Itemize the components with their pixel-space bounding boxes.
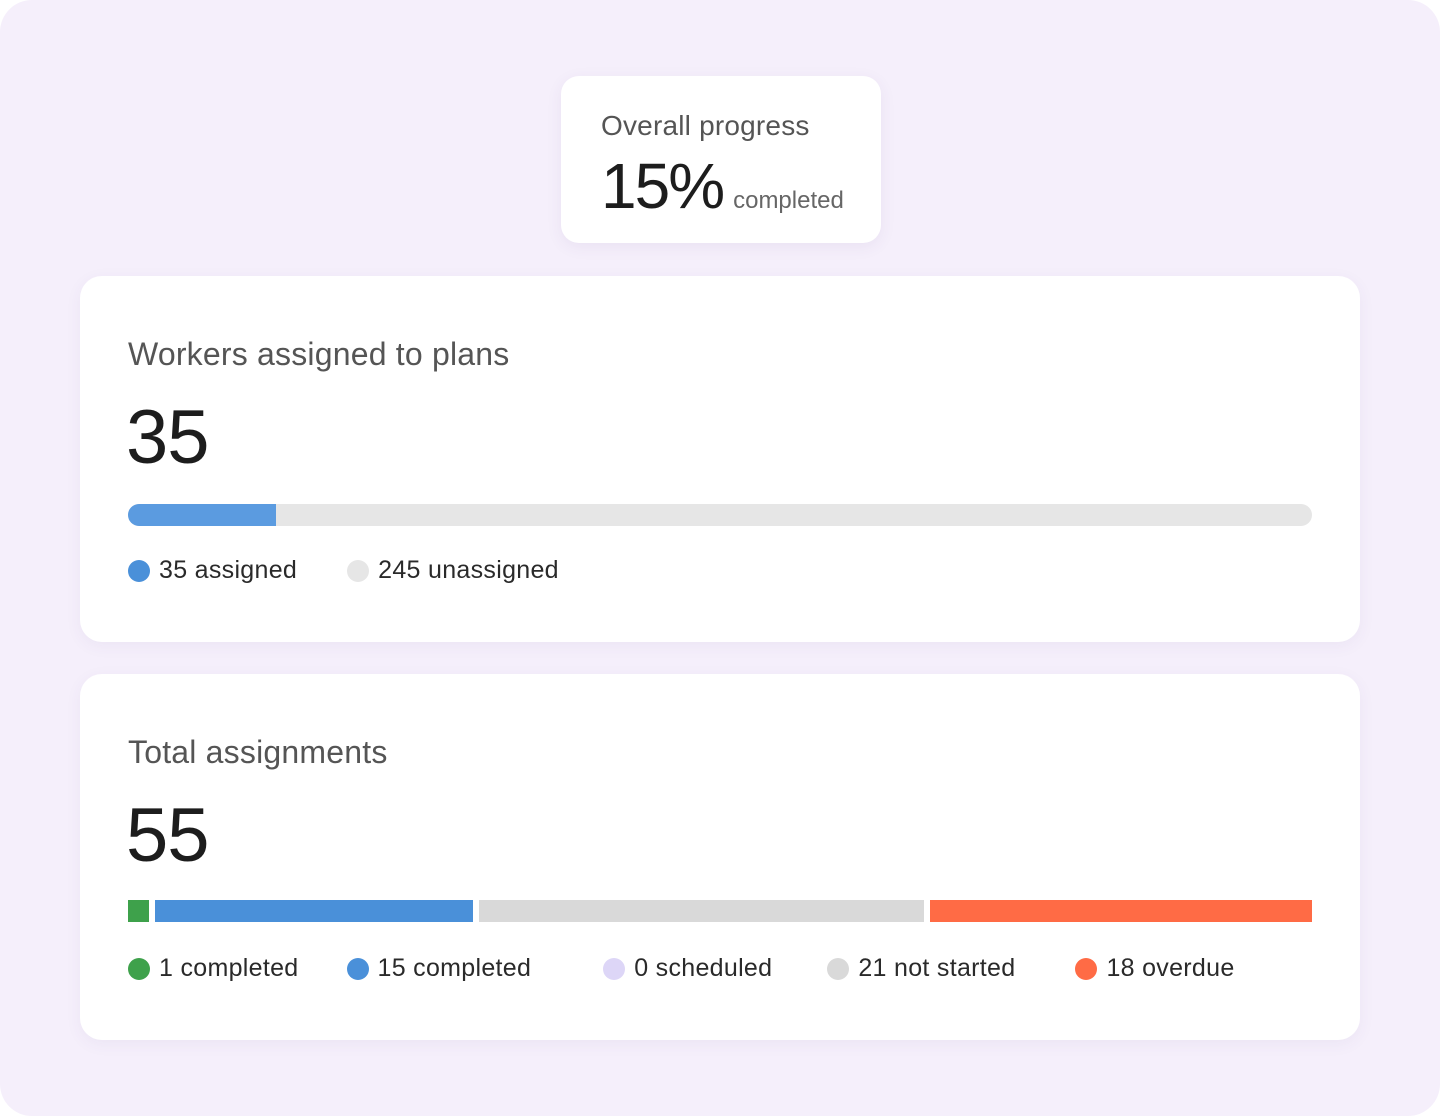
legend-dot-assigned — [128, 559, 150, 582]
workers-progress-track — [128, 504, 1312, 526]
legend-label-assigned: 35 assigned — [159, 556, 298, 584]
workers-card: Workers assigned to plans 35 35 assigned… — [80, 276, 1360, 642]
overall-progress-card: Overall progress 15% completed — [561, 76, 881, 243]
overall-progress-title: Overall progress — [601, 110, 810, 141]
assignment-segment-3 — [930, 900, 1312, 922]
workers-progress-fill — [128, 504, 276, 526]
legend-item-unassigned: 245 unassigned — [347, 556, 559, 585]
legend-label-unassigned: 245 unassigned — [378, 556, 559, 584]
overall-progress-suffix: completed — [733, 187, 844, 214]
legend-dot-completed-1 — [128, 957, 150, 980]
assignment-segment-2 — [479, 900, 925, 922]
legend-item-completed-2: 15 completed — [346, 954, 532, 983]
legend-dot-unassigned — [347, 559, 370, 582]
assignments-legend: 1 completed 15 completed 0 scheduled 21 … — [128, 954, 1235, 983]
legend-label-not-started: 21 not started — [858, 954, 1016, 982]
assignments-title: Total assignments — [128, 734, 388, 770]
legend-label-scheduled: 0 scheduled — [634, 954, 773, 982]
legend-item-overdue: 18 overdue — [1075, 954, 1234, 983]
legend-dot-overdue — [1075, 957, 1098, 980]
legend-label-overdue: 18 overdue — [1106, 954, 1235, 982]
overall-progress-row: 15% completed — [601, 154, 881, 218]
legend-item-assigned: 35 assigned — [128, 556, 297, 585]
assignment-segment-0 — [128, 900, 150, 922]
legend-dot-completed-2 — [346, 957, 369, 980]
workers-value: 35 — [126, 395, 210, 480]
workers-legend: 35 assigned 245 unassigned — [128, 556, 559, 585]
legend-label-completed-1: 1 completed — [159, 954, 299, 982]
assignment-segment-1 — [155, 900, 474, 922]
overall-progress-value: 15% — [601, 150, 725, 222]
legend-dot-not-started — [827, 957, 850, 980]
assignments-segment-bar — [128, 900, 1312, 922]
workers-title: Workers assigned to plans — [128, 336, 510, 372]
legend-item-scheduled: 0 scheduled — [603, 954, 772, 983]
assignments-card: Total assignments 55 1 completed 15 comp… — [80, 674, 1360, 1040]
assignments-value: 55 — [126, 793, 210, 878]
legend-item-completed-1: 1 completed — [128, 954, 299, 983]
legend-item-not-started: 21 not started — [827, 954, 1015, 983]
legend-dot-scheduled — [603, 957, 626, 980]
legend-label-completed-2: 15 completed — [377, 954, 532, 982]
